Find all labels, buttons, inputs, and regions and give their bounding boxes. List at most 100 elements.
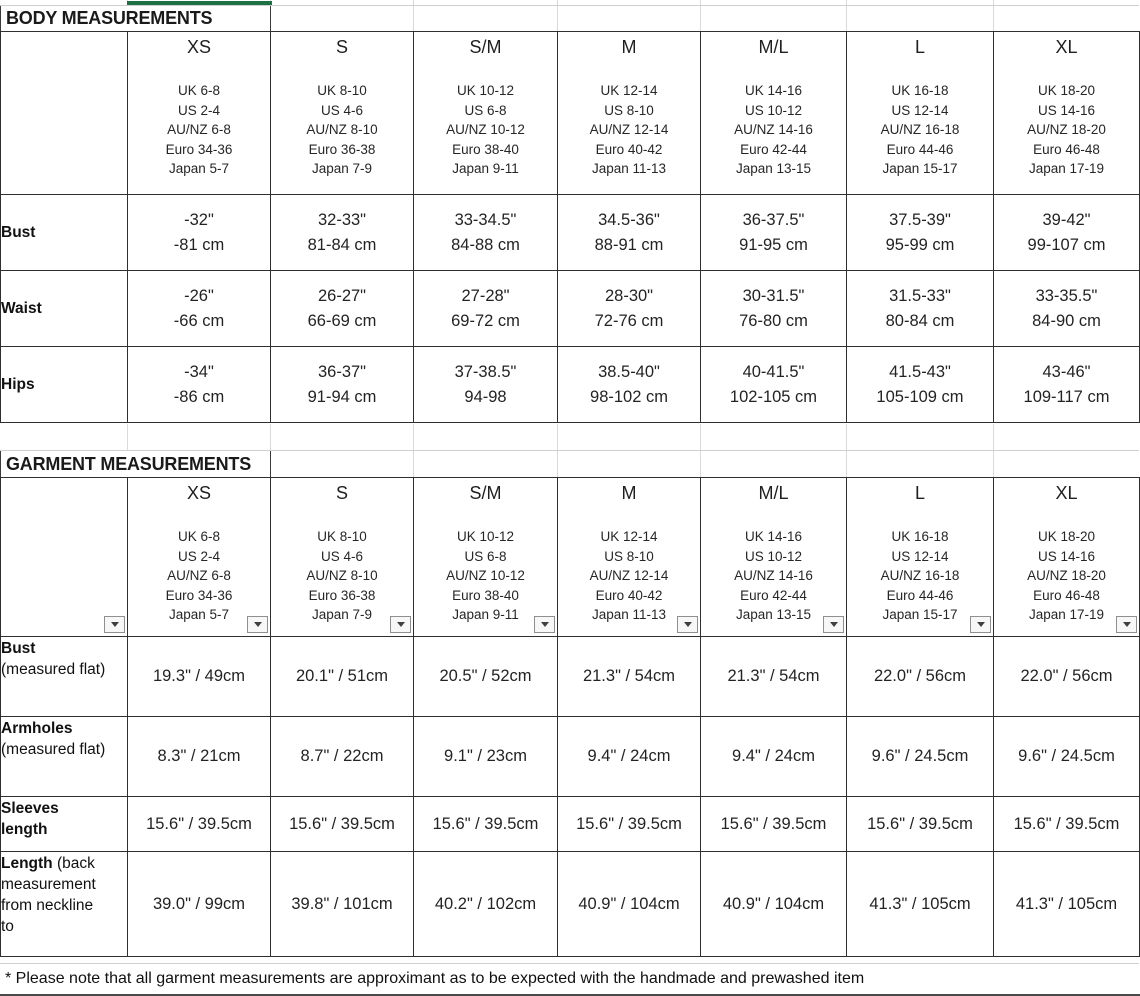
value-cell[interactable]: 41.3" / 105cm [993, 851, 1140, 957]
value-line: 40-41.5" [742, 362, 805, 381]
size-header-xl[interactable]: XL UK 18-20 US 14-16 AU/NZ 18-20 Euro 46-48 J… [993, 31, 1140, 195]
filter-dropdown-button[interactable] [390, 616, 411, 633]
intl-size-line: Japan 11-13 [591, 161, 667, 176]
gridline [413, 424, 414, 450]
intl-size-line: US 14-16 [1037, 548, 1096, 564]
size-header-xl[interactable]: XL UK 18-20 US 14-16 AU/NZ 18-20 Euro 46-48 J… [993, 477, 1140, 637]
row-label-cell-length[interactable]: Length (back measurement from neckline t… [0, 851, 128, 957]
value-line: 39-42" [1042, 210, 1091, 229]
value-cell[interactable]: 43-46" 109-117 cm [993, 346, 1140, 423]
value-line: 43-46" [1042, 362, 1091, 381]
value-cell[interactable]: 9.4" / 24cm [700, 716, 847, 797]
value-cell[interactable]: 40.9" / 104cm [700, 851, 847, 957]
value-cell[interactable]: 15.6" / 39.5cm [846, 796, 994, 852]
value-cell[interactable]: -32" -81 cm [127, 194, 271, 271]
value-cell[interactable]: -26" -66 cm [127, 270, 271, 347]
value-cell[interactable]: 34.5-36" 88-91 cm [557, 194, 701, 271]
row-label-cell-armholes[interactable]: Armholes (measured flat) [0, 716, 128, 797]
value-cell[interactable]: 33-34.5" 84-88 cm [413, 194, 558, 271]
size-header-s[interactable]: S UK 8-10 US 4-6 AU/NZ 8-10 Euro 36-38 Japan … [270, 477, 414, 637]
value-cell[interactable]: 15.6" / 39.5cm [700, 796, 847, 852]
corner-cell[interactable] [0, 31, 128, 195]
filter-dropdown-button[interactable] [970, 616, 991, 633]
value-cell[interactable]: 26-27" 66-69 cm [270, 270, 414, 347]
value-cell[interactable]: 15.6" / 39.5cm [413, 796, 558, 852]
filter-dropdown-button[interactable] [677, 616, 698, 633]
value-cell[interactable]: 33-35.5" 84-90 cm [993, 270, 1140, 347]
value-cell[interactable]: 39.0" / 99cm [127, 851, 271, 957]
intl-size-line: Japan 17-19 [1028, 161, 1105, 176]
value-cell[interactable]: 9.6" / 24.5cm [846, 716, 994, 797]
value-cell[interactable]: -34" -86 cm [127, 346, 271, 423]
intl-size-line: Euro 42-44 [740, 141, 807, 157]
value-cell[interactable]: 21.3" / 54cm [700, 636, 847, 717]
corner-cell[interactable] [0, 477, 128, 637]
value-line: 99-107 cm [1027, 235, 1106, 254]
intl-size-line: Euro 42-44 [740, 587, 807, 603]
value-cell[interactable]: 15.6" / 39.5cm [557, 796, 701, 852]
body-section-title-cell[interactable]: BODY MEASUREMENTS [0, 6, 271, 32]
value-cell[interactable]: 39-42" 99-107 cm [993, 194, 1140, 271]
value-cell[interactable]: 40.2" / 102cm [413, 851, 558, 957]
value-cell[interactable]: 37-38.5" 94-98 [413, 346, 558, 423]
value-cell[interactable]: 9.4" / 24cm [557, 716, 701, 797]
value-cell[interactable]: 8.7" / 22cm [270, 716, 414, 797]
size-header-m[interactable]: M UK 12-14 US 8-10 AU/NZ 12-14 Euro 40-42 Jap… [557, 477, 701, 637]
value-cell[interactable]: 41.5-43" 105-109 cm [846, 346, 994, 423]
body-section-title: BODY MEASUREMENTS [6, 8, 213, 28]
value-cell[interactable]: 32-33" 81-84 cm [270, 194, 414, 271]
row-label-cell-sleeves-length[interactable]: Sleeves length [0, 796, 128, 852]
garment-section-title-cell[interactable]: GARMENT MEASUREMENTS [0, 451, 271, 478]
value-cell[interactable]: 28-30" 72-76 cm [557, 270, 701, 347]
filter-dropdown-button[interactable] [104, 616, 125, 633]
value-cell[interactable]: 30-31.5" 76-80 cm [700, 270, 847, 347]
value-cell[interactable]: 41.3" / 105cm [846, 851, 994, 957]
row-label-cell-bust[interactable]: Bust (measured flat) [0, 636, 128, 717]
value-cell[interactable]: 22.0" / 56cm [846, 636, 994, 717]
size-header-l[interactable]: L UK 16-18 US 12-14 AU/NZ 16-18 Euro 44-46 Ja… [846, 31, 994, 195]
value-cell[interactable]: 20.1" / 51cm [270, 636, 414, 717]
size-label: L [914, 483, 925, 503]
value-cell[interactable]: 40-41.5" 102-105 cm [700, 346, 847, 423]
garment-measurements-table: XS UK 6-8 US 2-4 AU/NZ 6-8 Euro 34-36 Japan 5… [0, 477, 1140, 957]
size-header-l[interactable]: L UK 16-18 US 12-14 AU/NZ 16-18 Euro 44-46 Ja… [846, 477, 994, 637]
value-cell[interactable]: 15.6" / 39.5cm [127, 796, 271, 852]
filter-dropdown-button[interactable] [247, 616, 268, 633]
filter-dropdown-button[interactable] [823, 616, 844, 633]
row-label-cell-hips[interactable]: Hips [0, 346, 128, 423]
intl-size-line: UK 12-14 [600, 529, 658, 544]
size-header-m-l[interactable]: M/L UK 14-16 US 10-12 AU/NZ 14-16 Euro 42-44… [700, 477, 847, 637]
value-cell[interactable]: 36-37" 91-94 cm [270, 346, 414, 423]
value-cell[interactable]: 8.3" / 21cm [127, 716, 271, 797]
gridline [413, 451, 414, 478]
value-cell[interactable]: 36-37.5" 91-95 cm [700, 194, 847, 271]
value-cell[interactable]: 15.6" / 39.5cm [993, 796, 1140, 852]
value-cell[interactable]: 22.0" / 56cm [993, 636, 1140, 717]
value-line: 80-84 cm [885, 311, 955, 330]
size-header-s-m[interactable]: S/M UK 10-12 US 6-8 AU/NZ 10-12 Euro 38-40 Ja… [413, 477, 558, 637]
filter-dropdown-button[interactable] [534, 616, 555, 633]
value-cell[interactable]: 39.8" / 101cm [270, 851, 414, 957]
size-header-xs[interactable]: XS UK 6-8 US 2-4 AU/NZ 6-8 Euro 34-36 Japan 5… [127, 31, 271, 195]
value-cell[interactable]: 31.5-33" 80-84 cm [846, 270, 994, 347]
value-cell[interactable]: 40.9" / 104cm [557, 851, 701, 957]
value-cell[interactable]: 21.3" / 54cm [557, 636, 701, 717]
value-cell[interactable]: 19.3" / 49cm [127, 636, 271, 717]
size-header-m-l[interactable]: M/L UK 14-16 US 10-12 AU/NZ 14-16 Euro 42-44… [700, 31, 847, 195]
value-cell[interactable]: 20.5" / 52cm [413, 636, 558, 717]
value-cell[interactable]: 15.6" / 39.5cm [270, 796, 414, 852]
intl-size-line: US 8-10 [604, 102, 654, 118]
value-cell[interactable]: 38.5-40" 98-102 cm [557, 346, 701, 423]
value-cell[interactable]: 9.6" / 24.5cm [993, 716, 1140, 797]
row-label-cell-bust[interactable]: Bust [0, 194, 128, 271]
size-header-m[interactable]: M UK 12-14 US 8-10 AU/NZ 12-14 Euro 40-42 Jap… [557, 31, 701, 195]
value-cell[interactable]: 37.5-39" 95-99 cm [846, 194, 994, 271]
intl-size-line: UK 12-14 [600, 83, 658, 98]
filter-dropdown-button[interactable] [1116, 616, 1137, 633]
row-label-cell-waist[interactable]: Waist [0, 270, 128, 347]
size-header-s[interactable]: S UK 8-10 US 4-6 AU/NZ 8-10 Euro 36-38 Japan … [270, 31, 414, 195]
size-header-s-m[interactable]: S/M UK 10-12 US 6-8 AU/NZ 10-12 Euro 38-40 Ja… [413, 31, 558, 195]
value-cell[interactable]: 27-28" 69-72 cm [413, 270, 558, 347]
size-header-xs[interactable]: XS UK 6-8 US 2-4 AU/NZ 6-8 Euro 34-36 Japan 5… [127, 477, 271, 637]
value-cell[interactable]: 9.1" / 23cm [413, 716, 558, 797]
